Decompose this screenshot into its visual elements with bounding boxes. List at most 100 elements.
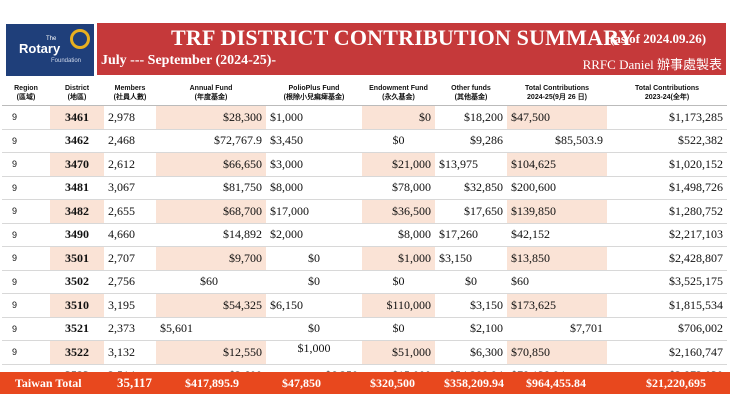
total-annual-fund: $417,895.9 [185,376,239,390]
cell-region: 9 [2,105,50,130]
rotary-wheel-icon [70,29,90,49]
cell-total-current: $42,152 [507,223,607,247]
cell-polioplus-fund: $0 [266,270,362,294]
col-header-members: Members (社員人數) [104,80,156,106]
cell-endowment-fund: $0 [362,129,435,153]
cell-endowment-fund: $0 [362,317,435,341]
cell-region: 9 [2,129,50,153]
cell-other-funds: $17,650 [435,199,507,224]
cell-total-previous: $1,815,534 [607,293,727,318]
cell-total-previous: $3,525,175 [607,270,727,294]
cell-annual-fund: $60 [156,270,266,294]
cell-endowment-fund: $0 [362,105,435,130]
col-header-endowment-fund: Endowment Fund (永久基金) [362,80,435,106]
cell-total-previous: $1,173,285 [607,105,727,130]
col-header-other-funds: Other funds (其他基金) [435,80,507,106]
cell-other-funds: $18,200 [435,105,507,130]
table-row: 9 3521 2,373 $5,601 $0 $0 $2,100 $7,701 … [2,317,727,341]
cell-members: 2,373 [104,317,156,341]
cell-endowment-fund: $8,000 [362,223,435,247]
logo-foundation: Foundation [51,58,82,64]
cell-members: 3,067 [104,176,156,200]
cell-members: 2,468 [104,129,156,153]
cell-total-current: $139,850 [507,199,607,224]
cell-region: 9 [2,199,50,224]
cell-endowment-fund: $0 [362,270,435,294]
cell-other-funds: $3,150 [435,293,507,318]
cell-region: 9 [2,223,50,247]
cell-members: 2,612 [104,152,156,177]
report-maker: RRFC Daniel 辦事處製表 [582,57,722,72]
table-row: 9 3462 2,468 $72,767.9 $3,450 $0 $9,286 … [2,129,727,153]
cell-endowment-fund: $51,000 [362,340,435,365]
cell-total-current: $47,500 [507,105,607,130]
cell-district: 3502 [50,270,104,294]
cell-total-current: $104,625 [507,152,607,177]
total-label: Taiwan Total [15,376,82,390]
cell-members: 2,707 [104,246,156,271]
cell-region: 9 [2,293,50,318]
total-contributions-current: $964,455.84 [526,376,586,390]
cell-total-current: $7,701 [507,317,607,341]
cell-district: 3522 [50,340,104,365]
cell-district: 3461 [50,105,104,130]
col-header-polioplus-fund: PolioPlus Fund (根除小兒痲痺基金) [266,80,362,106]
cell-total-current: $60 [507,270,607,294]
cell-polioplus-fund: $0 [266,246,362,271]
cell-polioplus-fund: $3,450 [266,129,362,153]
cell-annual-fund: $72,767.9 [156,129,266,153]
table-row: 9 3490 4,660 $14,892 $2,000 $8,000 $17,2… [2,223,727,247]
cell-members: 3,195 [104,293,156,318]
cell-other-funds: $0 [435,270,507,294]
cell-district: 3470 [50,152,104,177]
cell-polioplus-fund: $1,000 [266,340,362,365]
cell-total-current: $173,625 [507,293,607,318]
table-row: 9 3510 3,195 $54,325 $6,150 $110,000 $3,… [2,293,727,318]
taiwan-total-row: Taiwan Total 35,117 $417,895.9 $47,850 $… [0,372,730,394]
as-of-date: (as of 2024.09.26) [610,31,707,46]
cell-polioplus-fund: $3,000 [266,152,362,177]
cell-other-funds: $3,150 [435,246,507,271]
rotary-foundation-logo: The Rotary Foundation [6,24,94,76]
cell-annual-fund: $54,325 [156,293,266,318]
page-title: TRF DISTRICT CONTRIBUTION SUMMARY [171,25,635,50]
cell-members: 2,978 [104,105,156,130]
col-header-region: Region (區域) [2,80,50,106]
logo-the: The [46,36,57,42]
cell-endowment-fund: $110,000 [362,293,435,318]
cell-other-funds: $17,260 [435,223,507,247]
total-contributions-previous: $21,220,695 [646,376,706,390]
cell-annual-fund: $5,601 [156,317,266,341]
cell-total-previous: $1,020,152 [607,152,727,177]
col-header-annual-fund: Annual Fund (年度基金) [156,80,266,106]
cell-district: 3501 [50,246,104,271]
cell-endowment-fund: $21,000 [362,152,435,177]
cell-total-previous: $522,382 [607,129,727,153]
table-row: 9 3461 2,978 $28,300 $1,000 $0 $18,200 $… [2,105,727,130]
total-endowment-fund: $320,500 [370,376,415,390]
table-row: 9 3470 2,612 $66,650 $3,000 $21,000 $13,… [2,152,727,177]
cell-total-previous: $2,160,747 [607,340,727,365]
cell-other-funds: $2,100 [435,317,507,341]
cell-other-funds: $6,300 [435,340,507,365]
cell-district: 3481 [50,176,104,200]
cell-endowment-fund: $78,000 [362,176,435,200]
table-row: 9 3481 3,067 $81,750 $8,000 $78,000 $32,… [2,176,727,200]
cell-annual-fund: $68,700 [156,199,266,224]
cell-total-current: $13,850 [507,246,607,271]
cell-region: 9 [2,176,50,200]
cell-total-previous: $2,217,103 [607,223,727,247]
cell-total-current: $85,503.9 [507,129,607,153]
cell-endowment-fund: $1,000 [362,246,435,271]
cell-members: 2,756 [104,270,156,294]
cell-total-previous: $706,002 [607,317,727,341]
report-period: July --- September (2024-25)- [101,53,277,68]
table-row: 9 3502 2,756 $60 $0 $0 $0 $60 $3,525,175 [2,270,727,294]
cell-polioplus-fund: $6,150 [266,293,362,318]
cell-other-funds: $13,975 [435,152,507,177]
cell-annual-fund: $12,550 [156,340,266,365]
cell-annual-fund: $14,892 [156,223,266,247]
cell-polioplus-fund: $1,000 [266,105,362,130]
table-row: 9 3501 2,707 $9,700 $0 $1,000 $3,150 $13… [2,246,727,271]
total-other-funds: $358,209.94 [444,376,504,390]
